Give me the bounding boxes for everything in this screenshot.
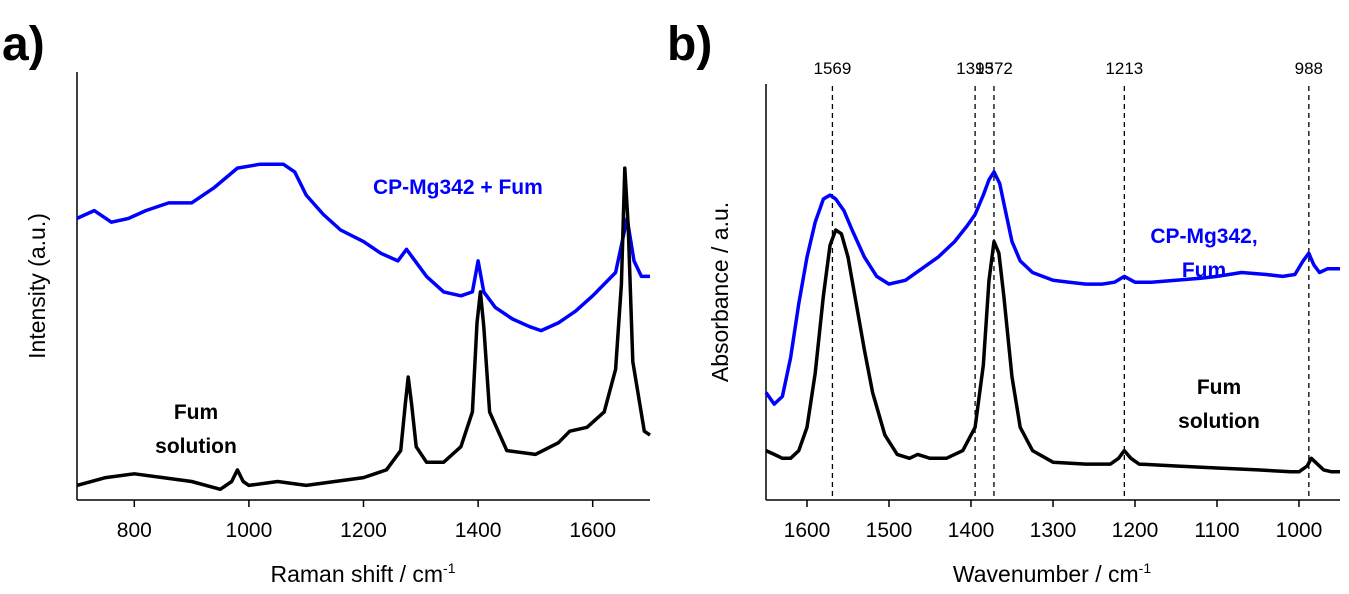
peak-label-1372: 1372 [975,59,1013,78]
panel-a-y-axis-title: Intensity (a.u.) [24,213,50,359]
panel-a-series-fum-solution [76,166,651,492]
panel-a-tick-label-800: 800 [117,519,152,542]
peak-label-1395: 1395 [956,59,994,78]
panel-b-x-ticks: 1600 1500 1400 1300 1200 1100 1000 [784,500,1323,542]
panel-a-letter: a) [2,18,45,71]
panel-a-tick-label-1400: 1400 [455,519,502,542]
panel-a-series-cp-mg342-fum [76,162,650,333]
panel-b-label-fum-1: Fum [1197,376,1241,399]
panel-b-label-cp-mg342-1: CP-Mg342, [1150,225,1257,248]
panel-b-series-fum-solution [765,228,1340,474]
panel-b-x-axis-title: Wavenumber / cm-1 [953,560,1151,587]
panel-a-label-cp-mg342-fum: CP-Mg342 + Fum [373,176,543,199]
panel-a-raman: a) 800 1000 1200 1400 1600 Raman shift / cm-… [2,18,651,587]
panel-b-letter: b) [667,18,712,71]
panel-b-tick-label-1500: 1500 [866,519,913,542]
panel-a-x-ticks: 800 1000 1200 1400 1600 [117,500,616,542]
peak-label-1213: 1213 [1105,59,1143,78]
panel-b-tick-label-1200: 1200 [1112,519,1159,542]
panel-b-tick-label-1400: 1400 [948,519,995,542]
peak-label-988: 988 [1295,59,1323,78]
panel-b-tick-label-1000: 1000 [1276,519,1323,542]
peak-label-1569: 1569 [814,59,852,78]
panel-a-series [76,162,651,492]
panel-b-y-axis-title: Absorbance / a.u. [707,202,733,382]
panel-a-label-fum-1: Fum [174,401,218,424]
panel-a-label-fum-2: solution [155,435,237,458]
panel-b-label-cp-mg342-2: Fum [1182,259,1226,282]
panel-b-tick-label-1600: 1600 [784,519,831,542]
panel-b-series [764,170,1340,474]
panel-a-x-axis-title: Raman shift / cm-1 [271,560,456,587]
panel-b-series-cp-mg342-fum [764,170,1340,406]
panel-b-label-fum-2: solution [1178,410,1260,433]
panel-b-tick-label-1300: 1300 [1030,519,1077,542]
panel-a-tick-label-1200: 1200 [340,519,387,542]
panel-a-tick-label-1600: 1600 [569,519,616,542]
panel-a-tick-label-1000: 1000 [226,519,273,542]
panel-b-tick-label-1100: 1100 [1194,519,1239,542]
